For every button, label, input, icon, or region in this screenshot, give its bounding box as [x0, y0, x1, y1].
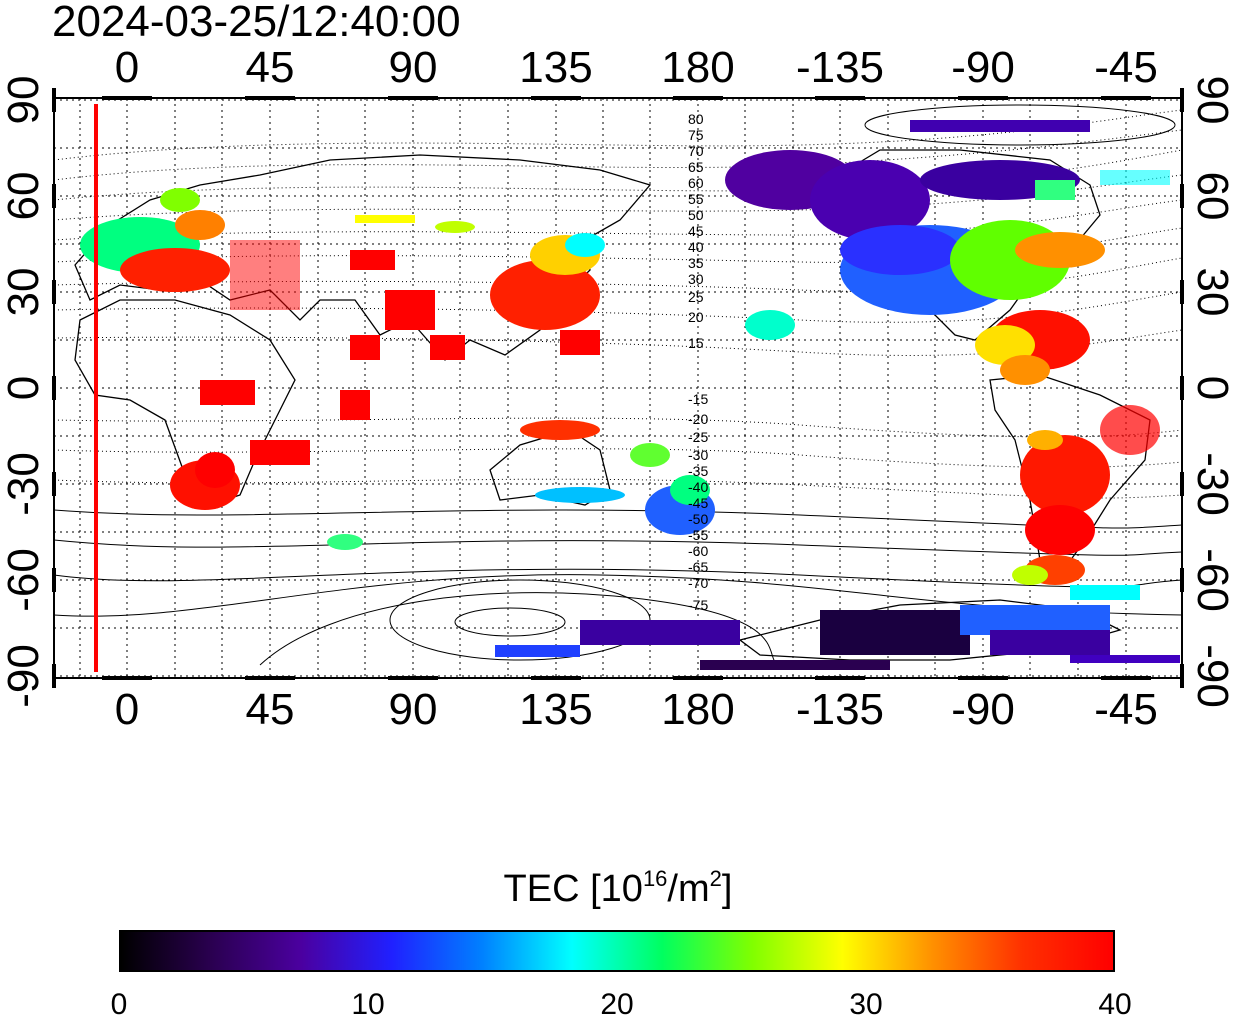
bot-lbl-text: 45	[245, 685, 295, 734]
contour-label: 65	[688, 159, 704, 175]
contour-label: 45	[688, 223, 704, 239]
right-lbl-text: -30	[1188, 452, 1235, 516]
colorbar-tick-label: 40	[1098, 988, 1132, 1021]
contour-label: 20	[688, 309, 704, 325]
contour-label: -65	[688, 559, 708, 575]
top-lbl-text: 90	[388, 43, 438, 92]
bot-lbl-text: -90	[951, 685, 1015, 734]
colorbar	[119, 930, 1115, 972]
bot-lbl-text: 90	[388, 685, 438, 734]
left-lbl-text: -90	[0, 644, 48, 708]
right-lbl-text: 60	[1188, 171, 1235, 221]
right-lbl-text: -90	[1188, 644, 1235, 708]
colorbar-title: TEC [1016/m2]	[503, 866, 733, 911]
colorbar-tick-label: 20	[600, 988, 634, 1021]
contour-label: 15	[688, 335, 704, 351]
contour-label: 60	[688, 175, 704, 191]
colorbar-tick-label: 0	[110, 988, 128, 1021]
bot-lbl-text: 0	[114, 685, 140, 734]
contour-label: -60	[688, 543, 708, 559]
colorbar-title-exponent-2: 2	[709, 866, 722, 891]
contour-label: -35	[688, 463, 708, 479]
contour-label: -70	[688, 575, 708, 591]
colorbar-title-exponent: 16	[642, 866, 668, 891]
contour-label: 50	[688, 207, 704, 223]
contour-label: -75	[688, 597, 708, 613]
top-lbl-text: 45	[245, 43, 295, 92]
colorbar-tick-label: 30	[849, 988, 883, 1021]
colorbar-title-suffix: ]	[721, 868, 733, 910]
right-lbl-text: -60	[1188, 548, 1235, 612]
top-lbl-text: -90	[951, 43, 1015, 92]
map-timestamp-title: 2024-03-25/12:40:00	[52, 0, 461, 46]
contour-label: 70	[688, 143, 704, 159]
axis-ticks	[52, 88, 1184, 688]
contour-label: -20	[688, 411, 708, 427]
top-lbl-text: -135	[795, 43, 885, 92]
left-lbl-text: -30	[0, 452, 48, 516]
right-lbl-text: 30	[1188, 267, 1235, 317]
contour-label: 75	[688, 127, 704, 143]
bot-lbl-text: -45	[1094, 685, 1158, 734]
colorbar-title-prefix: TEC [10	[503, 868, 643, 910]
contour-label: 25	[688, 289, 704, 305]
colorbar-tick-label: 10	[351, 988, 385, 1021]
contour-label: -55	[688, 527, 708, 543]
left-lbl-text: 60	[0, 171, 48, 221]
left-lbl-text: 90	[0, 75, 48, 125]
contour-label: -15	[688, 391, 708, 407]
contour-label: -30	[688, 447, 708, 463]
bot-lbl-text: 135	[519, 685, 593, 734]
right-lbl-text: 90	[1188, 75, 1235, 125]
left-lbl-text: 0	[0, 375, 48, 401]
colorbar-title-unit: /m	[667, 868, 710, 910]
left-lbl-text: 30	[0, 267, 48, 317]
contour-label: 80	[688, 111, 704, 127]
top-lbl-text: 0	[114, 43, 140, 92]
bot-lbl-text: -135	[795, 685, 885, 734]
top-lbl-text: 180	[661, 43, 735, 92]
contour-label: -50	[688, 511, 708, 527]
bot-lbl-text: 180	[661, 685, 735, 734]
tec-data-points	[80, 120, 1180, 670]
top-lbl-text: 135	[519, 43, 593, 92]
contour-label: 30	[688, 271, 704, 287]
contour-label: 35	[688, 255, 704, 271]
contour-label: 40	[688, 239, 704, 255]
contour-label: -40	[688, 479, 708, 495]
left-lbl-text: -60	[0, 548, 48, 612]
contour-label: -25	[688, 429, 708, 445]
contour-label: 55	[688, 191, 704, 207]
contour-label: -45	[688, 495, 708, 511]
top-lbl-text: -45	[1094, 43, 1158, 92]
right-lbl-text: 0	[1188, 375, 1235, 401]
